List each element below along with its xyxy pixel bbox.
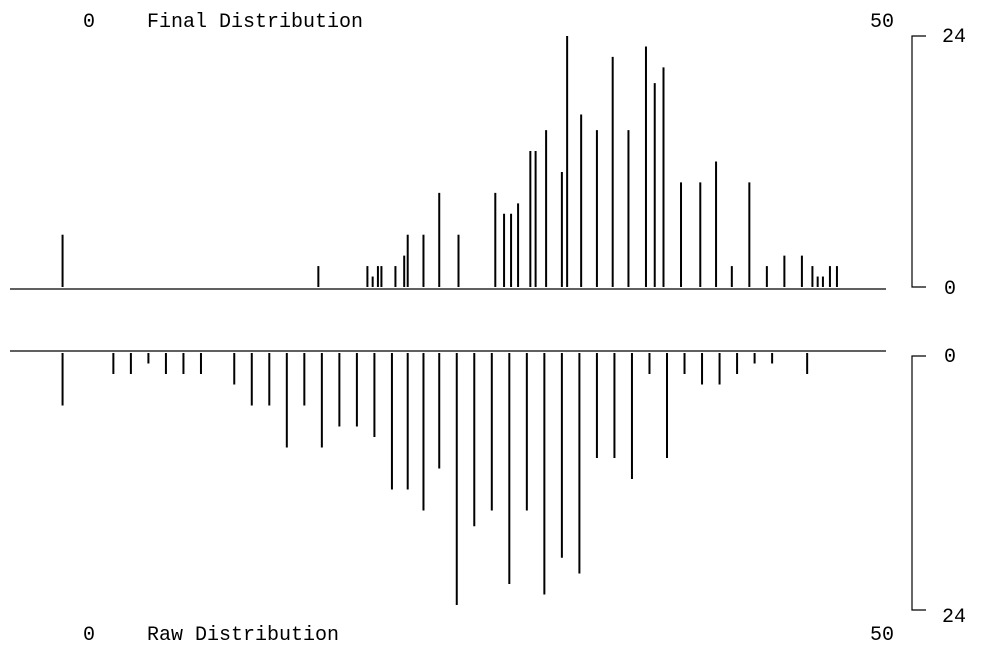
raw-y-min-label: 0 bbox=[944, 346, 956, 369]
raw-x-end-label: 50 bbox=[870, 624, 894, 647]
final-x-start-label: 0 bbox=[83, 11, 95, 34]
final-x-end-label: 50 bbox=[870, 11, 894, 34]
raw-x-start-label: 0 bbox=[83, 624, 95, 647]
raw-distribution-panel: 0 24 0 Raw Distribution 50 bbox=[10, 346, 966, 647]
final-y-scale bbox=[911, 35, 926, 288]
raw-y-max-label: 24 bbox=[942, 606, 966, 629]
final-bars bbox=[61, 36, 838, 287]
raw-y-scale bbox=[911, 355, 926, 611]
raw-bars bbox=[61, 353, 809, 605]
final-y-min-label: 0 bbox=[944, 278, 956, 301]
final-distribution-panel: 0 Final Distribution 50 24 0 bbox=[10, 11, 966, 301]
final-y-max-label: 24 bbox=[942, 26, 966, 49]
final-title: Final Distribution bbox=[147, 11, 363, 34]
raw-title: Raw Distribution bbox=[147, 624, 339, 647]
